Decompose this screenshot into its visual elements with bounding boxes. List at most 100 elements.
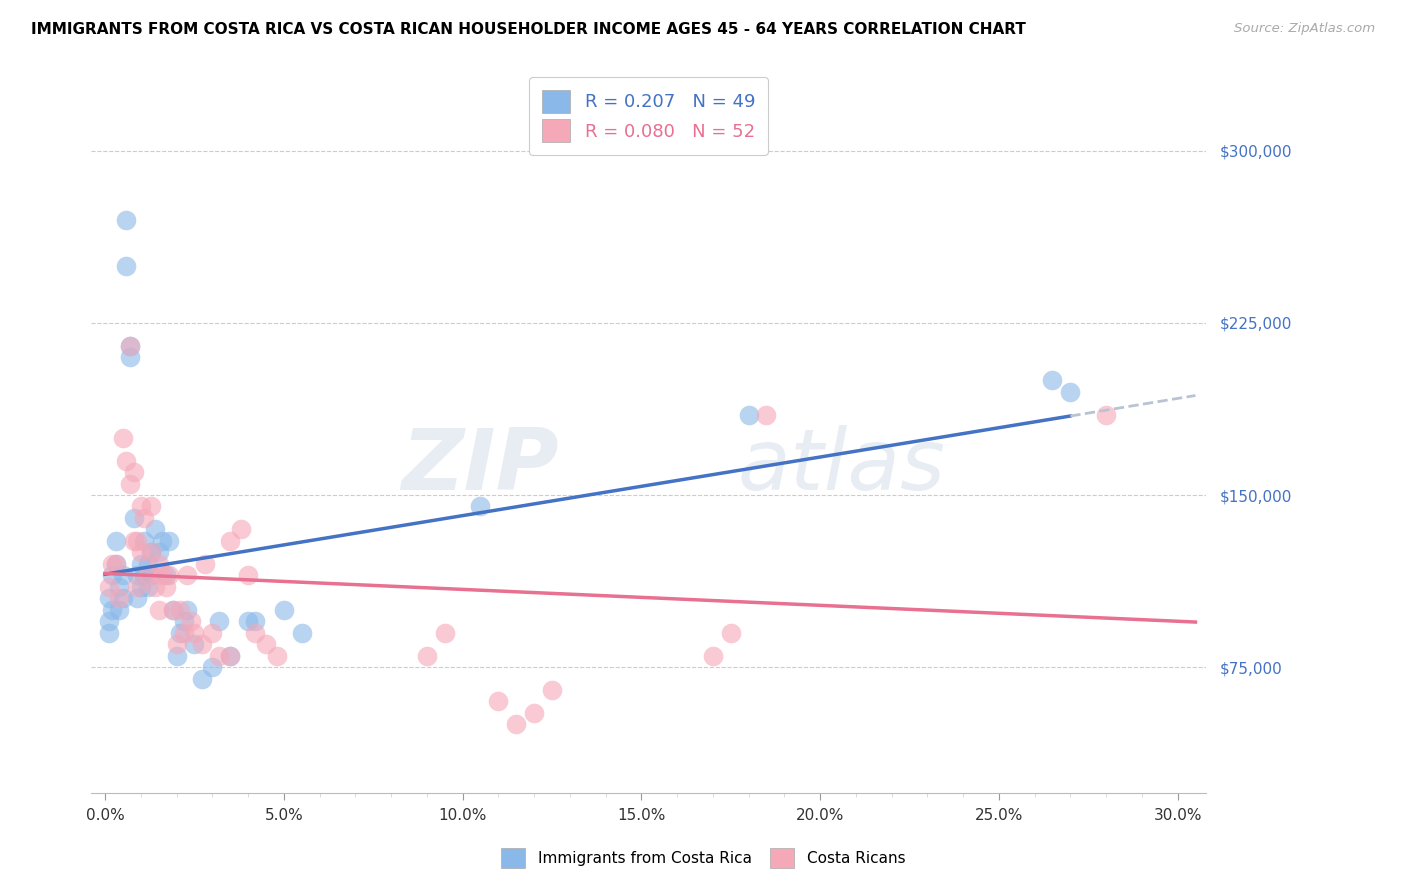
Point [127, 591, 149, 606]
Text: IMMIGRANTS FROM COSTA RICA VS COSTA RICAN HOUSEHOLDER INCOME AGES 45 - 64 YEARS : IMMIGRANTS FROM COSTA RICA VS COSTA RICA… [31, 22, 1026, 37]
Point [127, 533, 149, 548]
Point [470, 500, 492, 514]
Point [118, 351, 141, 365]
Point [173, 614, 195, 628]
Point [115, 453, 138, 467]
Point [129, 580, 152, 594]
Point [190, 672, 212, 686]
Point [115, 259, 138, 273]
Point [108, 603, 131, 617]
Point [136, 557, 159, 571]
Point [236, 568, 259, 582]
Point [136, 580, 159, 594]
Point [129, 545, 152, 559]
Point [201, 625, 224, 640]
Point [143, 523, 166, 537]
Point [122, 511, 145, 525]
Point [755, 408, 778, 422]
Point [190, 637, 212, 651]
Point [702, 648, 724, 663]
Point [104, 557, 127, 571]
Point [104, 557, 127, 571]
Point [118, 339, 141, 353]
Point [111, 568, 134, 582]
Point [505, 717, 527, 731]
Point [97, 580, 120, 594]
Point [134, 568, 156, 582]
Point [737, 408, 759, 422]
Point [433, 625, 456, 640]
Point [236, 614, 259, 628]
Point [104, 533, 127, 548]
Point [486, 694, 509, 708]
Point [162, 603, 184, 617]
Point [150, 568, 173, 582]
Point [416, 648, 439, 663]
Point [150, 533, 173, 548]
Point [162, 603, 184, 617]
Point [1042, 373, 1064, 387]
Point [157, 568, 180, 582]
Point [118, 476, 141, 491]
Point [169, 625, 191, 640]
Point [243, 625, 266, 640]
Point [136, 568, 159, 582]
Point [169, 603, 191, 617]
Point [127, 580, 149, 594]
Point [720, 625, 742, 640]
Point [101, 557, 124, 571]
Point [143, 580, 166, 594]
Point [219, 648, 242, 663]
Point [194, 557, 217, 571]
Point [219, 533, 242, 548]
Point [148, 545, 170, 559]
Point [129, 557, 152, 571]
Legend: Immigrants from Costa Rica, Costa Ricans: Immigrants from Costa Rica, Costa Ricans [495, 842, 911, 873]
Legend: R = 0.207   N = 49, R = 0.080   N = 52: R = 0.207 N = 49, R = 0.080 N = 52 [529, 77, 768, 155]
Point [148, 603, 170, 617]
Point [141, 500, 163, 514]
Point [183, 625, 205, 640]
Point [97, 614, 120, 628]
Point [173, 625, 195, 640]
Point [201, 660, 224, 674]
Point [166, 648, 188, 663]
Point [97, 591, 120, 606]
Point [176, 568, 198, 582]
Text: ZIP: ZIP [402, 425, 560, 508]
Point [97, 625, 120, 640]
Point [148, 557, 170, 571]
Point [541, 683, 564, 698]
Text: atlas: atlas [738, 425, 946, 508]
Point [523, 706, 546, 720]
Point [115, 212, 138, 227]
Point [101, 603, 124, 617]
Point [273, 603, 295, 617]
Point [141, 545, 163, 559]
Point [141, 568, 163, 582]
Point [111, 591, 134, 606]
Point [155, 568, 177, 582]
Point [219, 648, 242, 663]
Point [208, 614, 231, 628]
Point [108, 580, 131, 594]
Point [180, 614, 202, 628]
Point [157, 533, 180, 548]
Point [266, 648, 288, 663]
Point [1095, 408, 1118, 422]
Point [134, 511, 156, 525]
Point [127, 568, 149, 582]
Point [129, 500, 152, 514]
Point [166, 637, 188, 651]
Point [176, 603, 198, 617]
Text: Source: ZipAtlas.com: Source: ZipAtlas.com [1234, 22, 1375, 36]
Point [111, 431, 134, 445]
Point [243, 614, 266, 628]
Point [183, 637, 205, 651]
Point [134, 533, 156, 548]
Point [155, 580, 177, 594]
Point [108, 591, 131, 606]
Point [254, 637, 277, 651]
Point [118, 339, 141, 353]
Point [208, 648, 231, 663]
